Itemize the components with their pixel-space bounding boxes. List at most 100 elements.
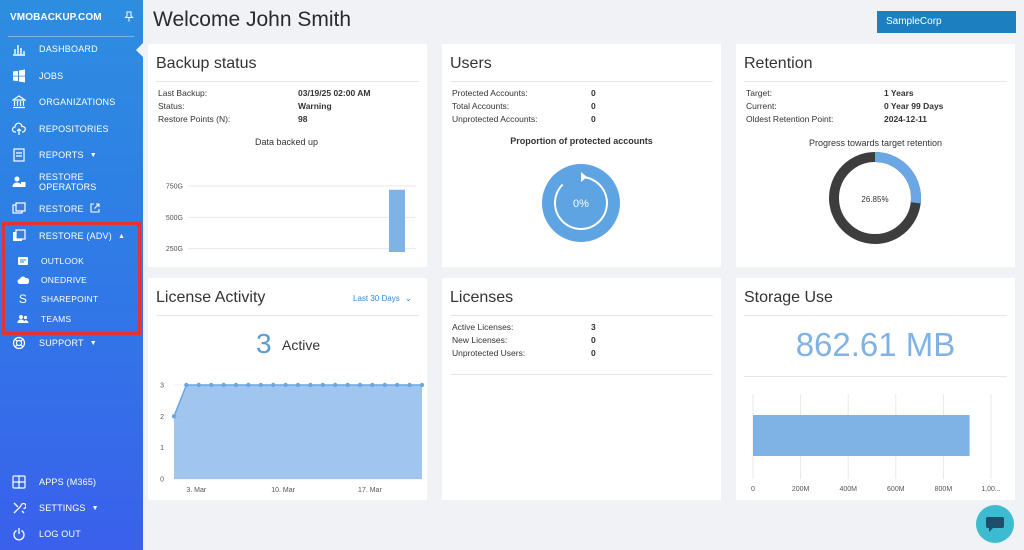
data-point xyxy=(382,382,387,388)
pie-background xyxy=(542,164,620,242)
nav-sharepoint[interactable]: S SHAREPOINT xyxy=(0,290,143,308)
nav-label: SETTINGS xyxy=(39,503,86,513)
kv-label: Oldest Retention Point: xyxy=(746,114,834,124)
data-point xyxy=(209,382,214,388)
nav-label: ONEDRIVE xyxy=(41,275,87,285)
data-point xyxy=(258,382,263,388)
protected-accounts-value: 0 xyxy=(591,88,596,98)
power-icon xyxy=(12,527,26,541)
nav-reports[interactable]: REPORTS ▼ xyxy=(0,144,143,166)
data-point xyxy=(196,382,201,388)
nav-repositories[interactable]: REPOSITORIES xyxy=(0,118,143,140)
nav-jobs[interactable]: JOBS xyxy=(0,65,143,87)
apps-icon xyxy=(12,475,26,489)
card-title: Storage Use xyxy=(744,289,833,306)
data-point xyxy=(357,382,363,388)
settings-icon xyxy=(12,501,26,515)
divider xyxy=(450,315,713,316)
total-accounts-value: 0 xyxy=(591,101,596,111)
nav-label: ORGANIZATIONS xyxy=(39,97,116,107)
nav-restore[interactable]: RESTORE xyxy=(0,198,143,220)
card-title: Users xyxy=(450,55,492,72)
retention-card: Retention Target: 1 Years Current: 0 Yea… xyxy=(736,44,1015,267)
x-tick-label: 3. Mar xyxy=(186,487,207,494)
organization-selector[interactable]: SampleCorp xyxy=(877,11,1016,33)
storage-total: 862.61 MB xyxy=(795,326,956,363)
kv-label: Last Backup: xyxy=(158,88,208,98)
teams-icon xyxy=(17,313,29,325)
x-tick-label: 600M xyxy=(887,486,905,493)
chart-title: Progress towards target retention xyxy=(808,138,943,148)
report-icon xyxy=(12,148,26,162)
refresh-arc xyxy=(553,176,608,230)
card-title: Licenses xyxy=(450,289,514,306)
data-point xyxy=(221,382,226,388)
kv-label: Status: xyxy=(158,101,185,111)
storage-card: Storage Use 862.61 MB 0 200M 400M 600M 800M 1… xyxy=(736,278,1015,500)
page-title: Welcome John Smith xyxy=(153,8,352,31)
nav-dashboard[interactable]: DASHBOARD xyxy=(0,38,143,60)
divider xyxy=(450,81,713,82)
x-tick-label: 200M xyxy=(792,486,810,493)
storage-bar-chart: 0 200M 400M 600M 800M 1,00... xyxy=(751,394,1001,493)
y-tick-label: 3 xyxy=(160,383,164,390)
status-value: Warning xyxy=(298,101,332,111)
caret-down-icon: ▼ xyxy=(89,339,97,347)
nav-settings[interactable]: SETTINGS ▼ xyxy=(0,497,143,519)
nav-organizations[interactable]: ORGANIZATIONS xyxy=(0,91,143,113)
nav-support[interactable]: SUPPORT ▼ xyxy=(0,332,143,354)
nav-onedrive[interactable]: ONEDRIVE xyxy=(0,271,143,289)
divider xyxy=(744,315,1007,316)
nav-teams[interactable]: TEAMS xyxy=(0,310,143,328)
data-point xyxy=(308,382,313,388)
y-tick-label: 1 xyxy=(160,445,164,452)
chat-button[interactable] xyxy=(976,505,1014,543)
data-point xyxy=(320,382,325,388)
nav-apps[interactable]: APPS (M365) xyxy=(0,471,143,493)
protected-accounts-pie: 0% xyxy=(542,164,620,242)
kv-label: Total Accounts: xyxy=(452,101,510,111)
nav-restore-adv[interactable]: RESTORE (ADV) ▲ xyxy=(0,225,143,247)
chevron-down-icon: ⌄ xyxy=(404,294,412,303)
caret-down-icon: ▼ xyxy=(89,151,97,159)
period-filter[interactable]: Last 30 Days ⌄ xyxy=(353,294,412,303)
data-point xyxy=(171,414,177,419)
active-count: 3 xyxy=(256,328,272,359)
card-title: Retention xyxy=(744,55,813,72)
divider xyxy=(744,81,1007,82)
area-fill xyxy=(174,385,422,479)
data-point xyxy=(283,382,288,388)
backup-bar-chart: 0250G500G750G10/202411/202412/202401/202… xyxy=(166,184,416,252)
y-tick-label: 500G xyxy=(166,215,183,222)
y-tick-label: 0 xyxy=(160,477,164,484)
oldest-retention-value: 2024-12-11 xyxy=(884,114,928,124)
nav-logout[interactable]: LOG OUT xyxy=(0,523,143,545)
nav-restore-operators[interactable]: RESTORE OPERATORS xyxy=(0,171,143,193)
unprotected-accounts-value: 0 xyxy=(591,114,596,124)
divider xyxy=(156,315,419,316)
divider xyxy=(744,376,1007,377)
x-tick-label: 17. Mar xyxy=(358,487,382,494)
nav-label: TEAMS xyxy=(41,314,72,324)
external-link-icon xyxy=(90,203,100,215)
nav-outlook[interactable]: OUTLOOK xyxy=(0,252,143,270)
kv-label: Current: xyxy=(746,101,777,111)
nav-label: REPORTS xyxy=(39,150,84,160)
cloud-upload-icon xyxy=(12,122,26,136)
nav-label: RESTORE xyxy=(39,204,84,214)
data-point xyxy=(407,382,412,388)
current-value: 0 Year 99 Days xyxy=(884,101,944,111)
operators-icon xyxy=(12,175,26,189)
pin-icon[interactable] xyxy=(124,11,134,25)
nav-label: RESTORE (ADV) xyxy=(39,231,112,241)
ring-progress xyxy=(829,152,921,244)
nav-label: SHAREPOINT xyxy=(41,294,99,304)
y-tick-label: 2 xyxy=(160,414,164,421)
pie-percent-label: 0% xyxy=(573,198,589,210)
nav-label: SUPPORT xyxy=(39,338,84,348)
unprotected-users-value: 0 xyxy=(591,348,596,358)
y-tick-label: 750G xyxy=(166,184,183,191)
brand-logo[interactable]: VMOBACKUP.COM xyxy=(10,12,102,23)
nav-label: OUTLOOK xyxy=(41,256,84,266)
ring-percent-label: 26.85% xyxy=(861,195,888,204)
